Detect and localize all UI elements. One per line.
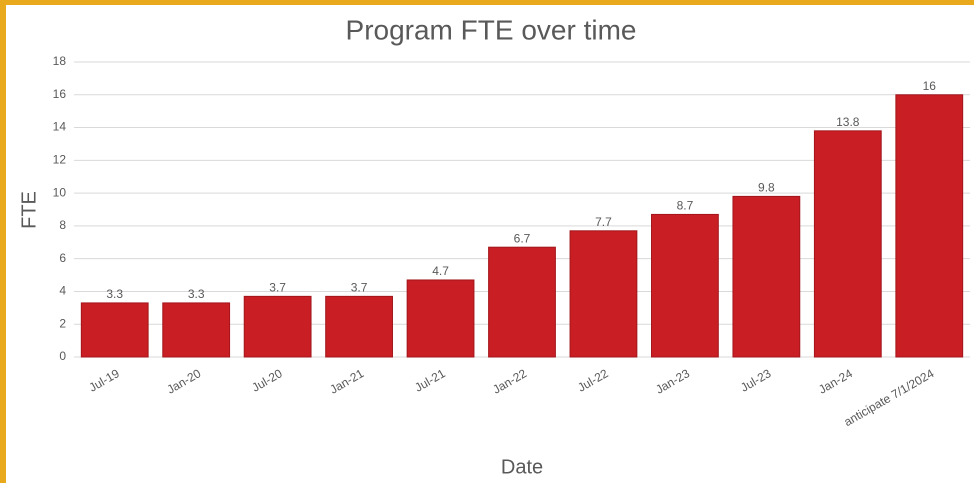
y-axis-label: FTE: [18, 191, 40, 229]
y-tick-label: 10: [53, 185, 67, 199]
frame-top: [0, 0, 974, 5]
y-tick-label: 6: [59, 251, 66, 265]
y-tick-label: 16: [53, 87, 67, 101]
frame-left: [0, 0, 6, 483]
bar: [243, 295, 312, 358]
data-label: 6.7: [514, 231, 531, 245]
bar: [569, 230, 638, 358]
data-label: 3.7: [269, 281, 286, 295]
bar: [325, 295, 393, 358]
y-tick-label: 12: [53, 153, 67, 167]
data-label: 3.7: [351, 281, 368, 295]
bar: [732, 195, 801, 358]
y-tick-label: 14: [53, 120, 67, 134]
data-label: 13.8: [836, 115, 860, 129]
data-label: 4.7: [432, 264, 449, 278]
y-tick-label: 4: [59, 284, 66, 298]
data-label: 7.7: [595, 215, 612, 229]
data-label: 16: [923, 79, 937, 93]
bar: [406, 279, 475, 358]
y-tick-label: 0: [59, 349, 66, 363]
y-tick-label: 2: [59, 316, 66, 330]
bar: [813, 130, 882, 358]
bar: [651, 213, 719, 358]
bar: [80, 302, 149, 358]
data-label: 3.3: [106, 287, 123, 301]
bar: [895, 94, 964, 358]
data-label: 3.3: [188, 287, 205, 301]
data-label: 8.7: [677, 199, 694, 213]
x-axis-label: Date: [501, 456, 543, 478]
chart-title: Program FTE over time: [346, 14, 637, 45]
y-tick-label: 8: [59, 218, 66, 232]
bar: [162, 302, 231, 358]
y-tick-label: 18: [53, 54, 67, 68]
bar: [488, 246, 556, 358]
data-label: 9.8: [758, 181, 775, 195]
